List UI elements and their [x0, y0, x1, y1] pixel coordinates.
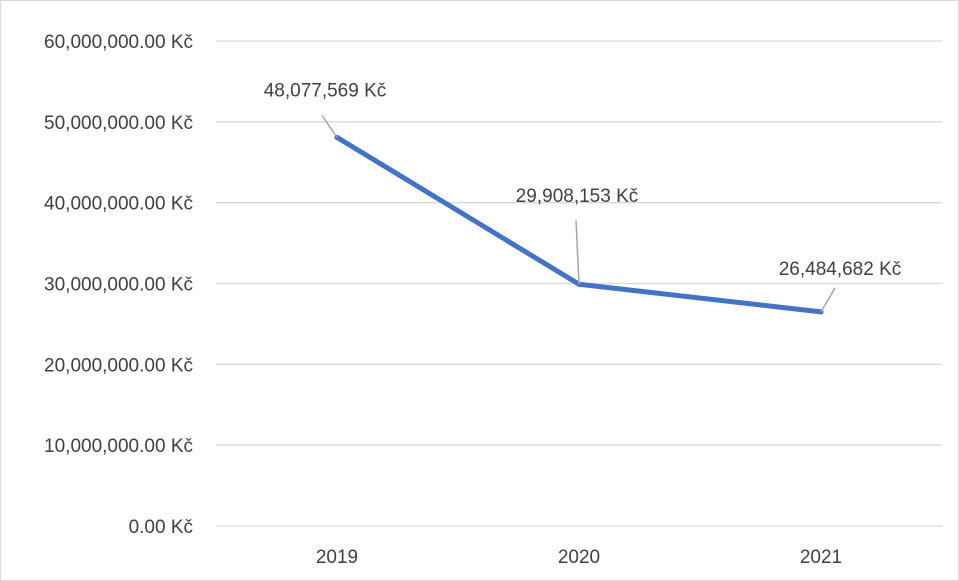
x-tick-label: 2020 — [558, 547, 600, 568]
data-label-leader-line — [575, 220, 580, 285]
data-label: 26,484,682 Kč — [779, 259, 902, 280]
data-labels: 48,077,569 Kč 29,908,153 Kč 26,484,682 Kč — [264, 80, 902, 313]
data-label: 48,077,569 Kč — [264, 80, 387, 101]
data-label-leader-line — [820, 287, 836, 313]
y-tick-label: 60,000,000.00 Kč — [44, 32, 193, 53]
y-tick-label: 40,000,000.00 Kč — [44, 194, 193, 215]
y-tick-label: 50,000,000.00 Kč — [44, 113, 193, 134]
gridlines — [216, 40, 942, 527]
x-axis-tick-labels: 2019 2020 2021 — [316, 547, 842, 568]
series-layer — [334, 134, 824, 315]
y-axis-tick-labels: 0.00 Kč 10,000,000.00 Kč 20,000,000.00 Kč 3… — [44, 32, 193, 538]
x-tick-label: 2021 — [800, 547, 842, 568]
data-label-leader-line — [321, 114, 338, 138]
data-label: 29,908,153 Kč — [516, 186, 639, 207]
y-tick-label: 30,000,000.00 Kč — [44, 275, 193, 296]
y-tick-label: 0.00 Kč — [129, 517, 193, 538]
y-tick-label: 20,000,000.00 Kč — [44, 355, 193, 376]
x-tick-label: 2019 — [316, 547, 358, 568]
y-tick-label: 10,000,000.00 Kč — [44, 436, 193, 457]
